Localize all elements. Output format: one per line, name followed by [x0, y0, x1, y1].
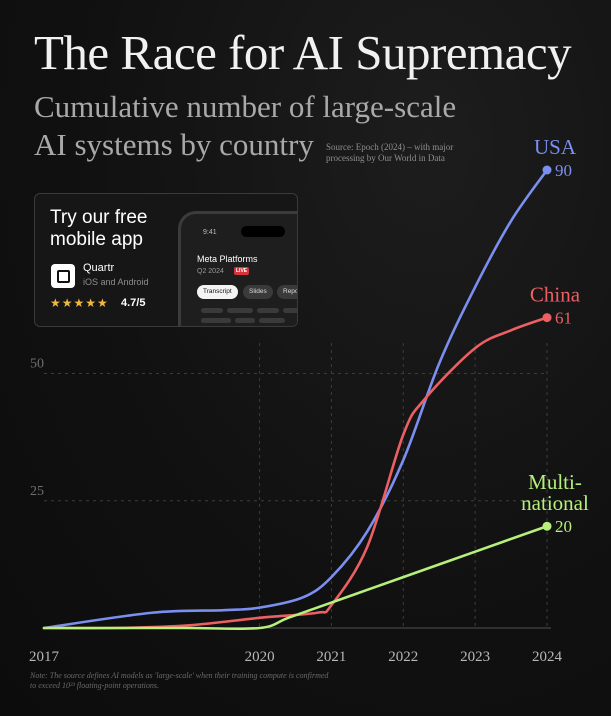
series-line-usa	[42, 168, 549, 630]
tab-slides[interactable]: Slides	[243, 285, 273, 299]
x-tick-label: 2024	[532, 649, 563, 665]
x-tick-label: 2017	[29, 649, 60, 665]
promo-app-name: Quartr	[83, 262, 115, 274]
star-rating-icon: ★★★★★	[50, 296, 109, 310]
phone-notch	[241, 226, 285, 237]
app-promo-card[interactable]: Try our free mobile app Quartr iOS and A…	[34, 193, 298, 327]
chart-title: The Race for AI Supremacy	[34, 25, 572, 80]
phone-time: 9:41	[203, 229, 217, 236]
skeleton-line	[201, 318, 231, 323]
end-point-china	[542, 313, 552, 323]
chart-subtitle: Cumulative number of large-scale AI syst…	[34, 89, 457, 162]
series-label-multinational: national	[521, 491, 589, 515]
x-tick-label: 2022	[388, 649, 418, 665]
y-tick-label: 50	[30, 357, 44, 372]
end-point-usa	[542, 165, 552, 175]
quartr-logo-icon	[51, 264, 75, 288]
end-value-multinational: 20	[555, 517, 572, 536]
end-point-multinational	[542, 521, 552, 531]
x-tick-label: 2021	[316, 649, 346, 665]
series-label-multinational: Multi-	[528, 470, 582, 494]
promo-platforms: iOS and Android	[83, 277, 149, 287]
y-tick-label: 25	[30, 484, 44, 499]
phone-mockup: 9:41 Meta Platforms Q2 2024 LIVE Transcr…	[178, 211, 297, 326]
series-label-usa: USA	[534, 135, 577, 159]
footnote: Note: The source defines AI models as 'l…	[30, 671, 329, 690]
tab-report[interactable]: Report	[277, 285, 297, 299]
source-note: Source: Epoch (2024) – with major proces…	[326, 142, 454, 163]
series-line-multinational	[42, 524, 549, 631]
series-line-china	[42, 316, 549, 630]
skeleton-line	[257, 308, 279, 313]
skeleton-line	[283, 308, 297, 313]
promo-rating: 4.7/5	[121, 297, 146, 309]
skeleton-line	[201, 308, 223, 313]
x-tick-label: 2020	[245, 649, 275, 665]
series-label-china: China	[530, 283, 581, 307]
tab-transcript[interactable]: Transcript	[197, 285, 238, 299]
phone-quarter: Q2 2024	[197, 268, 224, 275]
promo-headline: Try our free mobile app	[50, 207, 148, 250]
skeleton-line	[235, 318, 255, 323]
skeleton-line	[259, 318, 285, 323]
end-value-usa: 90	[555, 161, 572, 180]
phone-company: Meta Platforms	[197, 254, 258, 264]
end-value-china: 61	[555, 309, 572, 328]
live-badge: LIVE	[234, 267, 250, 275]
x-tick-label: 2023	[460, 649, 490, 665]
skeleton-line	[227, 308, 253, 313]
